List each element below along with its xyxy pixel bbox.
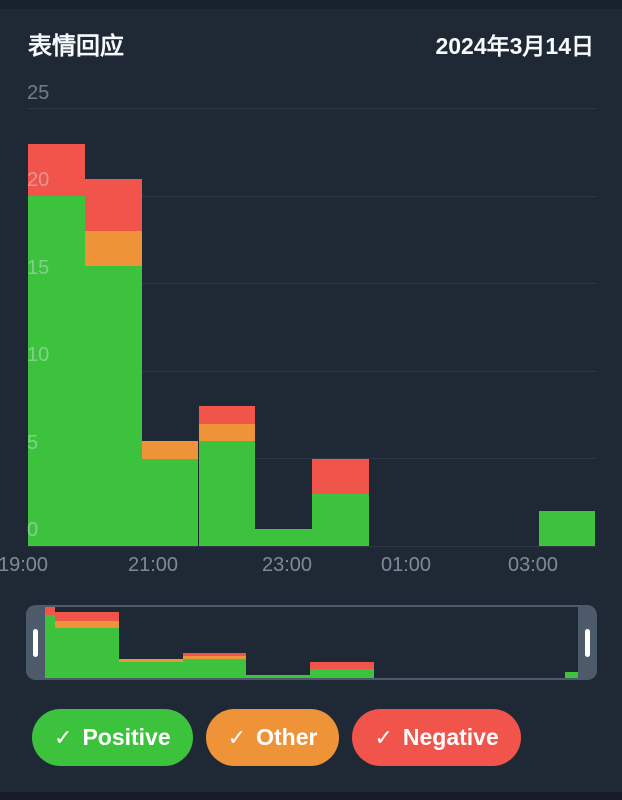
grid-line [28, 108, 596, 109]
bar-segment-22:00-positive[interactable] [198, 441, 256, 546]
chart-minimap[interactable] [26, 605, 597, 680]
handle-grip-icon [33, 628, 38, 657]
legend-pill-label: Other [256, 724, 318, 750]
x-axis-tick-label: 23:00 [261, 554, 313, 576]
legend-pill-label: Negative [402, 724, 499, 750]
minimap-bar-segment [55, 621, 119, 628]
bar-segment-04:00-positive[interactable] [538, 511, 596, 546]
check-icon: ✓ [374, 724, 393, 750]
y-axis-tick-label: 0 [27, 519, 39, 541]
minimap-right-handle[interactable] [578, 605, 597, 680]
minimap-left-handle[interactable] [26, 605, 45, 680]
bar-segment-22:00-other[interactable] [198, 423, 256, 441]
date-label: 2024年3月14日 [435, 33, 594, 59]
minimap-bar-segment [118, 659, 183, 663]
bar-segment-21:00-positive[interactable] [141, 458, 199, 546]
legend-pill-positive[interactable]: ✓ Positive [32, 709, 193, 766]
top-divider-strip [0, 0, 622, 9]
page-title: 表情回应 [28, 33, 124, 60]
minimap-bar-segment [118, 662, 183, 678]
chart-header: 表情回应 2024年3月14日 [28, 26, 594, 61]
bottom-divider-strip [0, 792, 622, 800]
y-axis-tick-label: 10 [27, 344, 50, 366]
grid-line [28, 545, 596, 547]
handle-grip-icon [585, 628, 590, 657]
x-axis-tick-label: 21:00 [127, 554, 179, 576]
x-axis-tick-label: 03:00 [507, 554, 559, 576]
grid-line [28, 195, 596, 197]
minimap-bar-segment [182, 655, 247, 660]
legend-pill-other[interactable]: ✓ Other [205, 709, 340, 766]
bar-segment-21:00-other[interactable] [141, 441, 199, 459]
bar-segment-23:00-positive[interactable] [255, 528, 312, 546]
y-axis-tick-label: 20 [27, 169, 50, 191]
bar-segment-00:00-positive[interactable] [311, 493, 369, 546]
minimap-bar-segment [182, 659, 247, 678]
bar-segment-19:00-negative[interactable] [28, 143, 86, 196]
minimap-selection-bottom-border [26, 678, 597, 680]
minimap-bar-segment [310, 662, 374, 669]
bar-segment-20:00-negative[interactable] [85, 178, 142, 231]
minimap-bar-segment [310, 668, 374, 678]
minimap-bar-segment [182, 652, 247, 656]
grid-line [28, 283, 596, 284]
bar-segment-19:00-positive[interactable] [28, 196, 86, 546]
grid-line [28, 370, 596, 372]
y-axis-tick-label: 25 [27, 81, 50, 104]
bar-segment-20:00-other[interactable] [85, 231, 142, 266]
minimap-selection-top-border [26, 605, 597, 607]
legend-pill-label: Positive [82, 724, 171, 750]
y-axis-tick-label: 15 [27, 256, 50, 279]
bar-segment-20:00-positive[interactable] [85, 266, 142, 546]
check-icon: ✓ [54, 724, 73, 750]
legend-pill-negative[interactable]: ✓ Negative [352, 709, 521, 766]
minimap-bar-segment [55, 627, 119, 678]
y-axis-tick-label: 5 [27, 431, 39, 454]
minimap-bar-segment [55, 611, 119, 622]
bar-segment-00:00-negative[interactable] [311, 458, 369, 494]
minimap-bar-segment [246, 674, 311, 678]
legend: ✓ Positive ✓ Other ✓ Negative [32, 709, 521, 766]
bar-segment-22:00-negative[interactable] [198, 406, 256, 424]
x-axis-tick-label: 19:00 [0, 554, 49, 576]
check-icon: ✓ [227, 724, 247, 750]
x-axis-tick-label: 01:00 [380, 554, 432, 576]
